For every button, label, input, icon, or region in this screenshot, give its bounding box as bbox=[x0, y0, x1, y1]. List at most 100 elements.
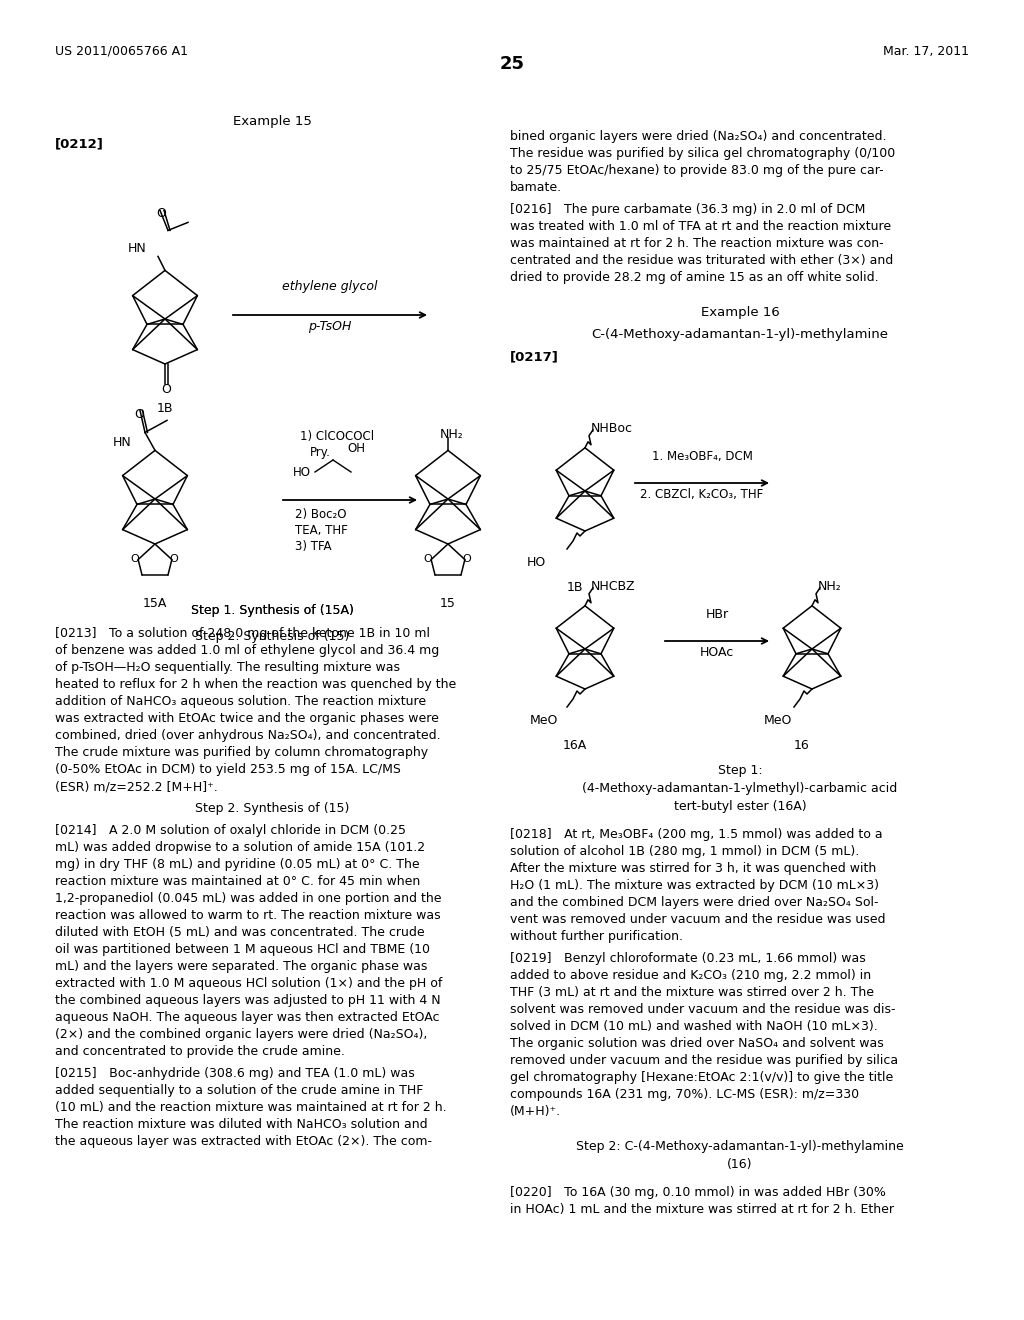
Text: NH₂: NH₂ bbox=[818, 579, 842, 593]
Text: 1B: 1B bbox=[157, 403, 173, 414]
Text: [0217]: [0217] bbox=[510, 350, 559, 363]
Text: [0215]  Boc-anhydride (308.6 mg) and TEA (1.0 mL) was: [0215] Boc-anhydride (308.6 mg) and TEA … bbox=[55, 1067, 415, 1080]
Text: centrated and the residue was triturated with ether (3×) and: centrated and the residue was triturated… bbox=[510, 253, 893, 267]
Text: to 25/75 EtOAc/hexane) to provide 83.0 mg of the pure car-: to 25/75 EtOAc/hexane) to provide 83.0 m… bbox=[510, 164, 884, 177]
Text: removed under vacuum and the residue was purified by silica: removed under vacuum and the residue was… bbox=[510, 1053, 898, 1067]
Text: Step 2. Synthesis of (15): Step 2. Synthesis of (15) bbox=[195, 803, 349, 814]
Text: HBr: HBr bbox=[706, 609, 728, 620]
Text: (10 mL) and the reaction mixture was maintained at rt for 2 h.: (10 mL) and the reaction mixture was mai… bbox=[55, 1101, 446, 1114]
Text: and the combined DCM layers were dried over Na₂SO₄ Sol-: and the combined DCM layers were dried o… bbox=[510, 896, 879, 909]
Text: mL) and the layers were separated. The organic phase was: mL) and the layers were separated. The o… bbox=[55, 960, 427, 973]
Text: [0220]  To 16A (30 mg, 0.10 mmol) in was added HBr (30%: [0220] To 16A (30 mg, 0.10 mmol) in was … bbox=[510, 1185, 886, 1199]
Text: [0212]: [0212] bbox=[55, 137, 103, 150]
Text: [0216]  The pure carbamate (36.3 mg) in 2.0 ml of DCM: [0216] The pure carbamate (36.3 mg) in 2… bbox=[510, 203, 865, 216]
Text: MeO: MeO bbox=[764, 714, 793, 727]
Text: 15: 15 bbox=[440, 597, 456, 610]
Text: 15A: 15A bbox=[142, 597, 167, 610]
Text: aqueous NaOH. The aqueous layer was then extracted EtOAc: aqueous NaOH. The aqueous layer was then… bbox=[55, 1011, 439, 1024]
Text: NH₂: NH₂ bbox=[440, 429, 464, 441]
Text: Step 2: C-(4-Methoxy-adamantan-1-yl)-methylamine: Step 2: C-(4-Methoxy-adamantan-1-yl)-met… bbox=[577, 1140, 904, 1152]
Text: without further purification.: without further purification. bbox=[510, 931, 683, 942]
Text: [0214]  A 2.0 M solution of oxalyl chloride in DCM (0.25: [0214] A 2.0 M solution of oxalyl chlori… bbox=[55, 824, 406, 837]
Text: Step 1. Synthesis of (15A): Step 1. Synthesis of (15A) bbox=[190, 605, 353, 616]
Text: combined, dried (over anhydrous Na₂SO₄), and concentrated.: combined, dried (over anhydrous Na₂SO₄),… bbox=[55, 729, 440, 742]
Text: NHCBZ: NHCBZ bbox=[591, 579, 636, 593]
Text: Step 2. Synthesis of (15): Step 2. Synthesis of (15) bbox=[195, 630, 349, 643]
Text: The crude mixture was purified by column chromatography: The crude mixture was purified by column… bbox=[55, 746, 428, 759]
Text: HN: HN bbox=[113, 437, 132, 449]
Text: was maintained at rt for 2 h. The reaction mixture was con-: was maintained at rt for 2 h. The reacti… bbox=[510, 238, 884, 249]
Text: US 2011/0065766 A1: US 2011/0065766 A1 bbox=[55, 45, 188, 58]
Text: (2×) and the combined organic layers were dried (Na₂SO₄),: (2×) and the combined organic layers wer… bbox=[55, 1028, 427, 1041]
Text: diluted with EtOH (5 mL) and was concentrated. The crude: diluted with EtOH (5 mL) and was concent… bbox=[55, 927, 425, 939]
Text: vent was removed under vacuum and the residue was used: vent was removed under vacuum and the re… bbox=[510, 913, 886, 927]
Text: O: O bbox=[161, 383, 171, 396]
Text: of p-TsOH—H₂O sequentially. The resulting mixture was: of p-TsOH—H₂O sequentially. The resultin… bbox=[55, 661, 400, 675]
Text: (M+H)⁺.: (M+H)⁺. bbox=[510, 1105, 561, 1118]
Text: O: O bbox=[156, 207, 166, 220]
Text: O: O bbox=[130, 553, 139, 564]
Text: THF (3 mL) at rt and the mixture was stirred over 2 h. The: THF (3 mL) at rt and the mixture was sti… bbox=[510, 986, 874, 999]
Text: After the mixture was stirred for 3 h, it was quenched with: After the mixture was stirred for 3 h, i… bbox=[510, 862, 877, 875]
Text: mg) in dry THF (8 mL) and pyridine (0.05 mL) at 0° C. The: mg) in dry THF (8 mL) and pyridine (0.05… bbox=[55, 858, 420, 871]
Text: was treated with 1.0 ml of TFA at rt and the reaction mixture: was treated with 1.0 ml of TFA at rt and… bbox=[510, 220, 891, 234]
Text: C-(4-Methoxy-adamantan-1-yl)-methylamine: C-(4-Methoxy-adamantan-1-yl)-methylamine bbox=[592, 327, 889, 341]
Text: ethylene glycol: ethylene glycol bbox=[283, 280, 378, 293]
Text: compounds 16A (231 mg, 70%). LC-MS (ESR): m/z=330: compounds 16A (231 mg, 70%). LC-MS (ESR)… bbox=[510, 1088, 859, 1101]
Text: [0218]  At rt, Me₃OBF₄ (200 mg, 1.5 mmol) was added to a: [0218] At rt, Me₃OBF₄ (200 mg, 1.5 mmol)… bbox=[510, 828, 883, 841]
Text: H₂O (1 mL). The mixture was extracted by DCM (10 mL×3): H₂O (1 mL). The mixture was extracted by… bbox=[510, 879, 879, 892]
Text: [0219]  Benzyl chloroformate (0.23 mL, 1.66 mmol) was: [0219] Benzyl chloroformate (0.23 mL, 1.… bbox=[510, 952, 865, 965]
Text: tert-butyl ester (16A): tert-butyl ester (16A) bbox=[674, 800, 806, 813]
Text: reaction was allowed to warm to rt. The reaction mixture was: reaction was allowed to warm to rt. The … bbox=[55, 909, 440, 921]
Text: (16): (16) bbox=[727, 1158, 753, 1171]
Text: [0213]  To a solution of 248.0 mg of the ketone 1B in 10 ml: [0213] To a solution of 248.0 mg of the … bbox=[55, 627, 430, 640]
Text: HOAc: HOAc bbox=[699, 645, 734, 659]
Text: gel chromatography [Hexane:EtOAc 2:1(v/v)] to give the title: gel chromatography [Hexane:EtOAc 2:1(v/v… bbox=[510, 1071, 893, 1084]
Text: oil was partitioned between 1 M aqueous HCl and TBME (10: oil was partitioned between 1 M aqueous … bbox=[55, 942, 430, 956]
Text: OH: OH bbox=[347, 442, 365, 455]
Text: 2. CBZCl, K₂CO₃, THF: 2. CBZCl, K₂CO₃, THF bbox=[640, 488, 764, 502]
Text: added sequentially to a solution of the crude amine in THF: added sequentially to a solution of the … bbox=[55, 1084, 423, 1097]
Text: solution of alcohol 1B (280 mg, 1 mmol) in DCM (5 mL).: solution of alcohol 1B (280 mg, 1 mmol) … bbox=[510, 845, 859, 858]
Text: extracted with 1.0 M aqueous HCl solution (1×) and the pH of: extracted with 1.0 M aqueous HCl solutio… bbox=[55, 977, 442, 990]
Text: 2) Boc₂O: 2) Boc₂O bbox=[295, 508, 346, 521]
Text: 1) ClCOCOCl: 1) ClCOCOCl bbox=[300, 430, 374, 444]
Text: Mar. 17, 2011: Mar. 17, 2011 bbox=[883, 45, 969, 58]
Text: the combined aqueous layers was adjusted to pH 11 with 4 N: the combined aqueous layers was adjusted… bbox=[55, 994, 440, 1007]
Text: 16A: 16A bbox=[563, 739, 587, 752]
Text: O: O bbox=[170, 553, 178, 564]
Text: HO: HO bbox=[293, 466, 311, 479]
Text: mL) was added dropwise to a solution of amide 15A (101.2: mL) was added dropwise to a solution of … bbox=[55, 841, 425, 854]
Text: added to above residue and K₂CO₃ (210 mg, 2.2 mmol) in: added to above residue and K₂CO₃ (210 mg… bbox=[510, 969, 871, 982]
Text: O: O bbox=[134, 408, 144, 421]
Text: Example 16: Example 16 bbox=[700, 306, 779, 319]
Text: (4-Methoxy-adamantan-1-ylmethyl)-carbamic acid: (4-Methoxy-adamantan-1-ylmethyl)-carbami… bbox=[583, 781, 898, 795]
Text: heated to reflux for 2 h when the reaction was quenched by the: heated to reflux for 2 h when the reacti… bbox=[55, 678, 457, 690]
Text: TEA, THF: TEA, THF bbox=[295, 524, 348, 537]
Text: was extracted with EtOAc twice and the organic phases were: was extracted with EtOAc twice and the o… bbox=[55, 711, 439, 725]
Text: bined organic layers were dried (Na₂SO₄) and concentrated.: bined organic layers were dried (Na₂SO₄)… bbox=[510, 129, 887, 143]
Text: 25: 25 bbox=[500, 55, 524, 73]
Text: O: O bbox=[423, 553, 432, 564]
Text: addition of NaHCO₃ aqueous solution. The reaction mixture: addition of NaHCO₃ aqueous solution. The… bbox=[55, 696, 426, 708]
Text: of benzene was added 1.0 ml of ethylene glycol and 36.4 mg: of benzene was added 1.0 ml of ethylene … bbox=[55, 644, 439, 657]
Text: 16: 16 bbox=[795, 739, 810, 752]
Text: The residue was purified by silica gel chromatography (0/100: The residue was purified by silica gel c… bbox=[510, 147, 895, 160]
Text: reaction mixture was maintained at 0° C. for 45 min when: reaction mixture was maintained at 0° C.… bbox=[55, 875, 420, 888]
Text: Step 1. Synthesis of (15A): Step 1. Synthesis of (15A) bbox=[190, 605, 353, 616]
Text: the aqueous layer was extracted with EtOAc (2×). The com-: the aqueous layer was extracted with EtO… bbox=[55, 1135, 432, 1148]
Text: MeO: MeO bbox=[530, 714, 558, 727]
Text: Pry.: Pry. bbox=[310, 446, 331, 459]
Text: 3) TFA: 3) TFA bbox=[295, 540, 332, 553]
Text: solved in DCM (10 mL) and washed with NaOH (10 mL×3).: solved in DCM (10 mL) and washed with Na… bbox=[510, 1020, 878, 1034]
Text: in HOAc) 1 mL and the mixture was stirred at rt for 2 h. Ether: in HOAc) 1 mL and the mixture was stirre… bbox=[510, 1203, 894, 1216]
Text: 1. Me₃OBF₄, DCM: 1. Me₃OBF₄, DCM bbox=[651, 450, 753, 463]
Text: and concentrated to provide the crude amine.: and concentrated to provide the crude am… bbox=[55, 1045, 345, 1059]
Text: The reaction mixture was diluted with NaHCO₃ solution and: The reaction mixture was diluted with Na… bbox=[55, 1118, 428, 1131]
Text: Step 1:: Step 1: bbox=[718, 764, 762, 777]
Text: HN: HN bbox=[128, 243, 146, 255]
Text: 1,2-propanediol (0.045 mL) was added in one portion and the: 1,2-propanediol (0.045 mL) was added in … bbox=[55, 892, 441, 906]
Text: dried to provide 28.2 mg of amine 15 as an off white solid.: dried to provide 28.2 mg of amine 15 as … bbox=[510, 271, 879, 284]
Text: O: O bbox=[463, 553, 472, 564]
Text: Example 15: Example 15 bbox=[232, 115, 311, 128]
